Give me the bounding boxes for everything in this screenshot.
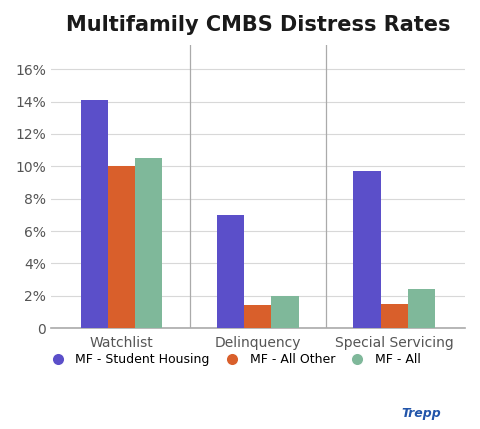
Bar [353,171,381,328]
Text: Trepp: Trepp [402,408,442,420]
Bar [244,305,272,328]
Legend: MF - Student Housing, MF - All Other, MF - All: MF - Student Housing, MF - All Other, MF… [40,348,426,372]
Bar [108,166,135,328]
Title: Multifamily CMBS Distress Rates: Multifamily CMBS Distress Rates [66,15,450,35]
Bar [381,304,408,328]
Bar [408,289,435,328]
Bar [217,215,244,328]
Bar [272,296,299,328]
Bar [81,100,108,328]
Bar [135,158,162,328]
